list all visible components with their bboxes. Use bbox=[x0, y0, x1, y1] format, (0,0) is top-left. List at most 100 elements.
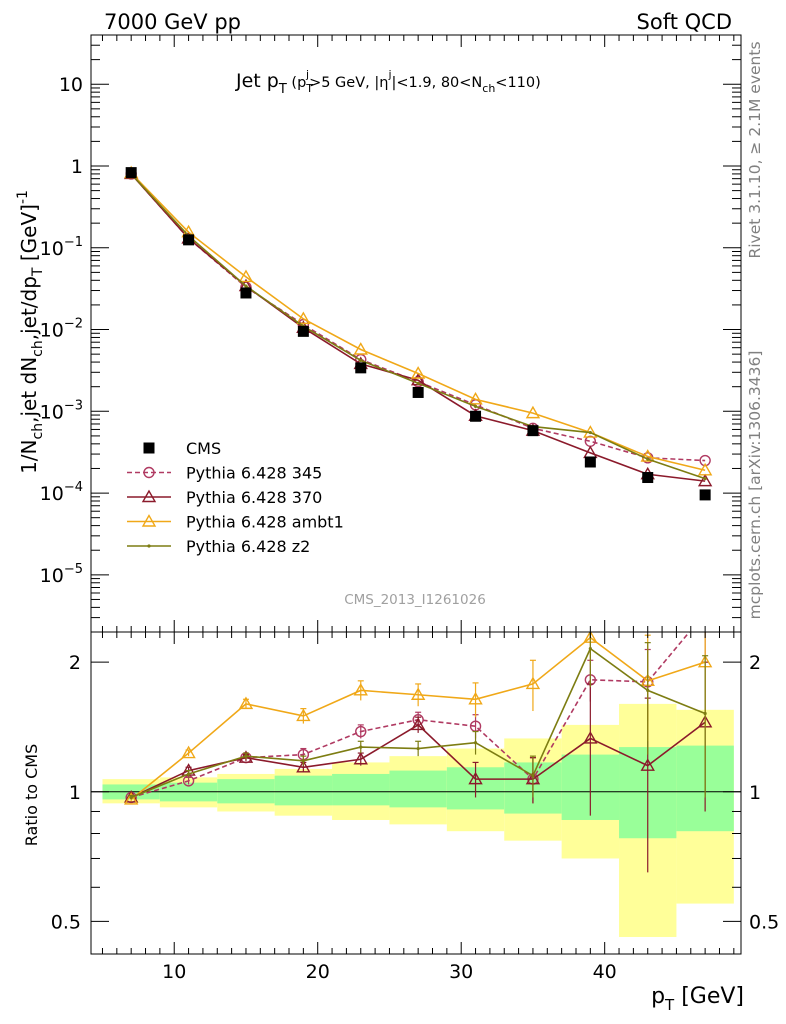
main-y-tick-label: 10−2 bbox=[40, 317, 83, 342]
series-2-main-point bbox=[525, 405, 541, 419]
series-2-ratio-point bbox=[468, 691, 483, 705]
series-1-ratio-point bbox=[583, 731, 598, 744]
cms-data-point bbox=[527, 425, 539, 437]
series-2-main-point bbox=[410, 366, 426, 379]
header-energy-label: 7000 GeV pp bbox=[104, 10, 241, 34]
header-category-label: Soft QCD bbox=[637, 10, 732, 34]
legend-label: Pythia 6.428 345 bbox=[186, 464, 322, 483]
series-0-ratio-point bbox=[355, 725, 367, 738]
series-1-main-line bbox=[130, 173, 706, 482]
main-plot-area bbox=[123, 165, 713, 501]
x-tick-label: 20 bbox=[306, 961, 330, 983]
series-1-ratio-point bbox=[296, 759, 311, 773]
main-y-tick-label: 1 bbox=[71, 156, 83, 178]
ratio-plot-area bbox=[91, 608, 741, 937]
series-3-ratio-point bbox=[646, 688, 650, 692]
cms-data-point bbox=[412, 386, 424, 398]
ratio-band-inner bbox=[389, 770, 447, 808]
series-0-main-line bbox=[130, 173, 706, 462]
series-3-ratio-point bbox=[186, 772, 191, 776]
rivet-version-label: Rivet 3.1.10, ≥ 2.1M events bbox=[746, 41, 764, 258]
cms-data-point bbox=[642, 472, 654, 484]
series-2-ratio-point bbox=[525, 676, 541, 690]
series-1-ratio-point bbox=[353, 751, 368, 765]
series-2-ratio-point bbox=[238, 696, 254, 710]
main-y-tick-label: 10−5 bbox=[40, 562, 83, 587]
legend-marker bbox=[147, 544, 151, 548]
series-3-main-point bbox=[359, 358, 363, 362]
legend: CMS Pythia 6.428 345 Pythia 6.428 370 Pythi… bbox=[127, 439, 344, 556]
series-1-ratio-point bbox=[410, 717, 426, 731]
cms-data-point bbox=[240, 287, 252, 299]
series-2-main-point bbox=[353, 342, 368, 355]
series-2-main-point bbox=[238, 269, 254, 283]
ratio-axis-title: Ratio to CMS bbox=[22, 744, 41, 846]
legend-marker bbox=[141, 514, 157, 527]
mcplots-reference-label: mcplots.cern.ch [arXiv:1306.3436] bbox=[746, 351, 764, 620]
series-2-main-point bbox=[468, 391, 483, 405]
cms-data-point bbox=[470, 410, 482, 422]
cms-data-point bbox=[125, 167, 137, 179]
ratio-y-tick-label: 0.5 bbox=[51, 911, 81, 933]
series-3-main-line bbox=[130, 173, 706, 480]
series-3-main-point bbox=[244, 284, 248, 288]
series-2-ratio-point bbox=[353, 682, 368, 696]
legend-label: Pythia 6.428 z2 bbox=[186, 537, 310, 556]
series-3-ratio-point bbox=[588, 647, 592, 651]
main-y-tick-label: 10−3 bbox=[40, 398, 83, 423]
series-1-ratio-point bbox=[640, 758, 655, 771]
series-2-main-point bbox=[640, 449, 655, 462]
series-3-main-point bbox=[588, 430, 592, 435]
ratio-y-tick-label: 2 bbox=[69, 652, 81, 674]
legend-marker-cms bbox=[143, 442, 155, 454]
cms-data-point bbox=[584, 456, 596, 468]
legend-label: CMS bbox=[186, 439, 221, 458]
cms-data-point bbox=[355, 362, 367, 374]
main-y-tick-label: 10−4 bbox=[40, 480, 83, 505]
series-1-ratio-point bbox=[468, 771, 483, 785]
ratio-panel: 10 20 30 40 0.5 0.5 1 1 2 2 bbox=[51, 608, 779, 983]
series-3-main-point bbox=[416, 381, 420, 385]
legend-label: Pythia 6.428 370 bbox=[186, 488, 322, 507]
main-axes: 10 1 10−1 10−2 10−3 10−4 10−5 bbox=[40, 34, 741, 633]
x-tick-label: 30 bbox=[449, 961, 473, 983]
main-y-tick-label: 10 bbox=[59, 74, 83, 96]
ratio-y-tick-label-right: 1 bbox=[749, 782, 761, 804]
cms-data-point bbox=[183, 234, 195, 246]
series-2-main-point bbox=[697, 462, 713, 476]
legend-marker bbox=[143, 466, 155, 479]
ratio-band-inner bbox=[217, 779, 275, 804]
series-3-ratio-point bbox=[301, 759, 305, 763]
x-axis-title: pT [GeV] bbox=[651, 984, 744, 1014]
series-2-ratio-point bbox=[410, 687, 426, 700]
series-2-main-line bbox=[130, 172, 706, 472]
cms-data-point bbox=[297, 325, 309, 337]
analysis-watermark: CMS_2013_I1261026 bbox=[344, 592, 486, 608]
series-3-main-point bbox=[646, 457, 650, 461]
series-1-main-point bbox=[697, 473, 713, 487]
series-0-ratio-point bbox=[700, 608, 710, 618]
ratio-y-tick-label: 1 bbox=[69, 782, 81, 804]
ratio-panel-frame bbox=[90, 631, 742, 955]
series-3-ratio-point bbox=[703, 711, 707, 716]
ratio-axes: 10 20 30 40 0.5 0.5 1 1 2 2 bbox=[51, 632, 779, 983]
series-3-ratio-point bbox=[359, 745, 363, 749]
ratio-band-inner bbox=[332, 773, 390, 806]
series-3-ratio-point bbox=[416, 746, 420, 751]
series-2-ratio-point bbox=[123, 791, 139, 805]
main-y-tick-label: 10−1 bbox=[40, 235, 83, 260]
series-3-ratio-point bbox=[129, 795, 133, 800]
series-3-main-point bbox=[473, 404, 478, 408]
legend-marker bbox=[141, 489, 157, 503]
legend-label: Pythia 6.428 ambt1 bbox=[186, 513, 344, 532]
ratio-y-tick-label-right: 0.5 bbox=[749, 911, 779, 933]
series-2-main-point bbox=[296, 311, 311, 325]
series-3-ratio-point bbox=[244, 754, 248, 758]
series-3-ratio-point bbox=[531, 774, 535, 778]
series-3-ratio-point bbox=[473, 741, 478, 745]
series-2-ratio-point bbox=[296, 708, 311, 722]
series-2-ratio-point bbox=[181, 745, 196, 759]
ratio-band-inner bbox=[274, 775, 333, 806]
x-tick-label: 10 bbox=[162, 961, 186, 983]
